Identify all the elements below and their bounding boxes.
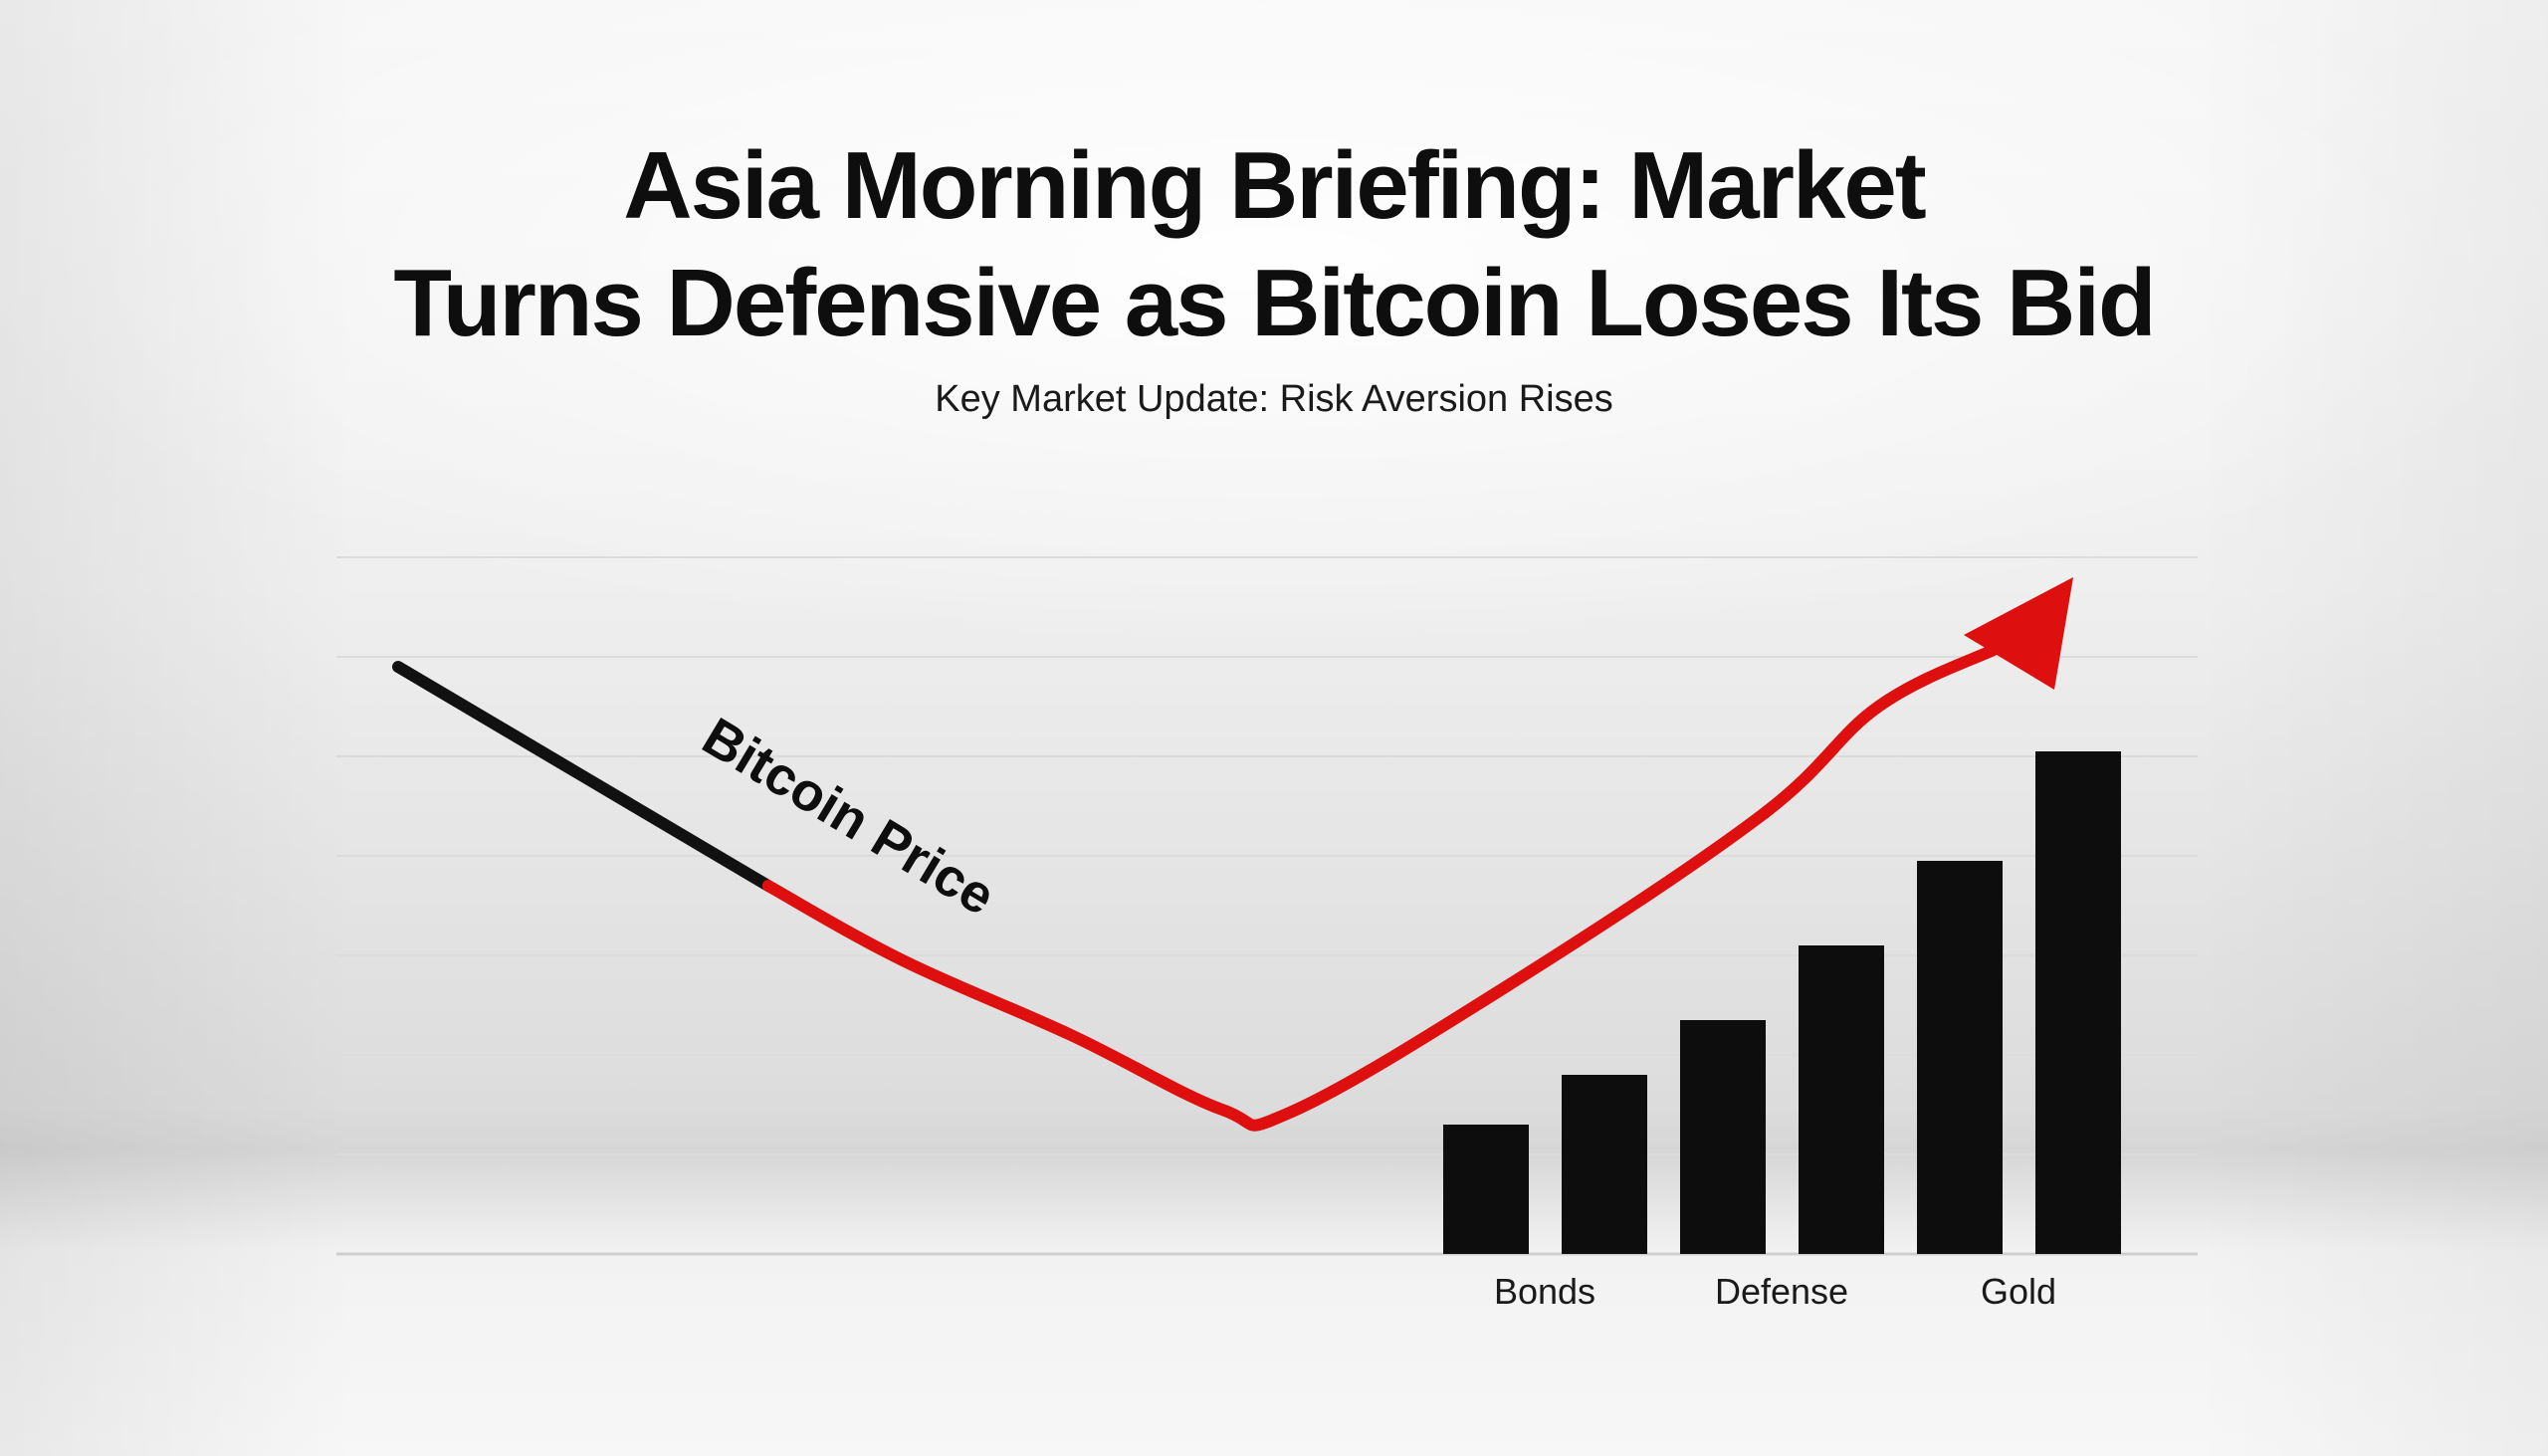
category-label: Defense [1715, 1271, 1848, 1312]
bar [1443, 1125, 1529, 1254]
trend-arrowhead [1964, 577, 2073, 690]
bar [1680, 1020, 1766, 1254]
title-line-1: Asia Morning Briefing: Market [623, 132, 1926, 239]
category-label: Gold [1981, 1271, 2056, 1312]
bar [2035, 751, 2121, 1254]
bitcoin-price-line [392, 577, 2073, 1132]
bitcoin-line-trend [761, 643, 2002, 1132]
bar [1799, 945, 1884, 1254]
bitcoin-price-label: Bitcoin Price [693, 707, 1005, 927]
bar [1562, 1075, 1647, 1254]
gridlines [336, 556, 2198, 1256]
page-subtitle: Key Market Update: Risk Aversion Rises [935, 378, 1613, 420]
bitcoin-line-start [392, 661, 774, 892]
bar-series [1443, 751, 2121, 1254]
category-label: Bonds [1494, 1271, 1595, 1312]
page-title: Asia Morning Briefing: Market Turns Defe… [0, 127, 2548, 362]
title-line-2: Turns Defensive as Bitcoin Loses Its Bid [393, 250, 2156, 356]
bar [1917, 861, 2003, 1254]
